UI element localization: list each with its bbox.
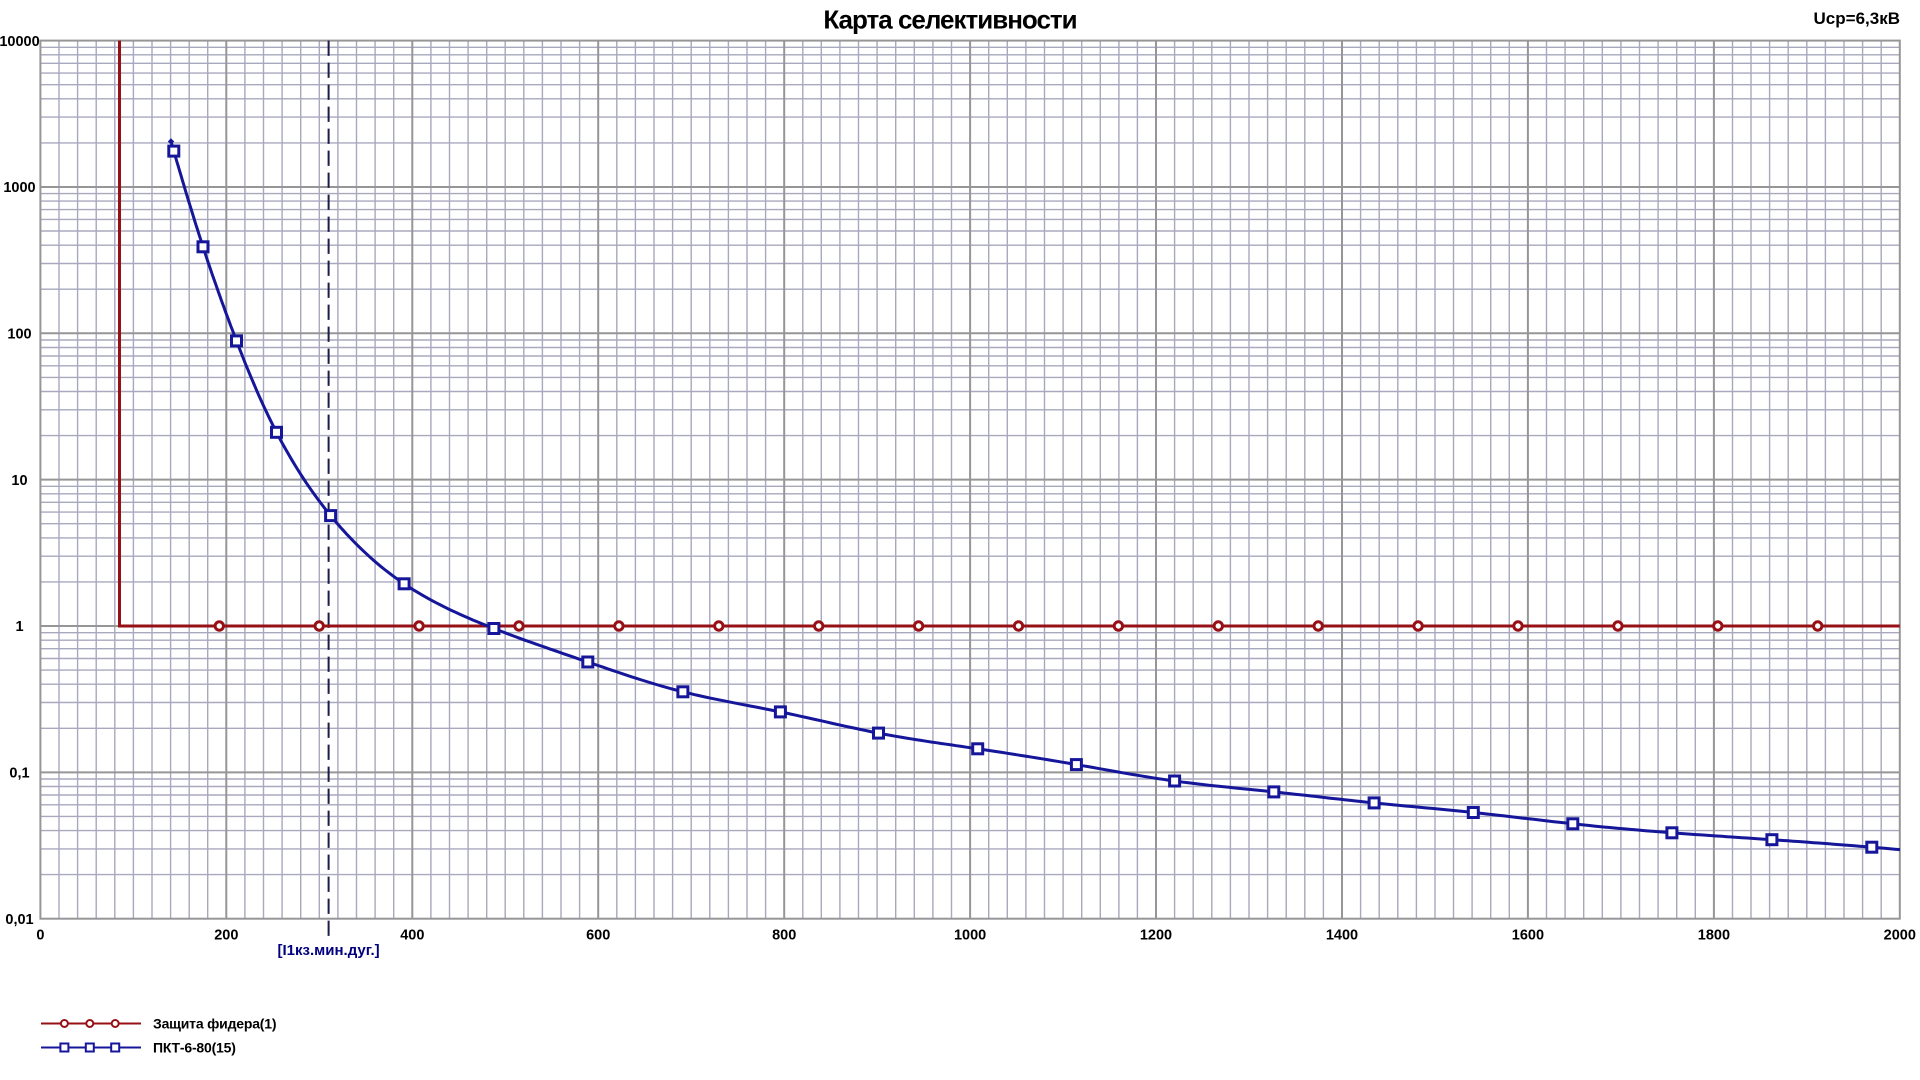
svg-text:ПКТ-6-80(15): ПКТ-6-80(15) xyxy=(153,1040,236,1056)
svg-text:1: 1 xyxy=(15,619,23,635)
svg-text:10: 10 xyxy=(11,473,27,489)
svg-text:200: 200 xyxy=(214,928,238,944)
svg-text:600: 600 xyxy=(586,928,610,944)
svg-text:1600: 1600 xyxy=(1512,928,1544,944)
svg-text:1000: 1000 xyxy=(3,180,35,196)
svg-text:2000: 2000 xyxy=(1884,928,1916,944)
svg-text:[I1кз.мин.дуг.]: [I1кз.мин.дуг.] xyxy=(278,942,380,959)
svg-text:0,01: 0,01 xyxy=(5,912,33,928)
svg-text:400: 400 xyxy=(400,928,424,944)
svg-text:Карта селективности: Карта селективности xyxy=(823,5,1076,35)
svg-text:Ucp=6,3кВ: Ucp=6,3кВ xyxy=(1814,9,1900,28)
svg-text:1000: 1000 xyxy=(954,928,986,944)
svg-text:Защита фидера(1): Защита фидера(1) xyxy=(153,1016,276,1032)
svg-text:100: 100 xyxy=(7,327,31,343)
svg-text:800: 800 xyxy=(772,928,796,944)
svg-text:1400: 1400 xyxy=(1326,928,1358,944)
svg-text:1800: 1800 xyxy=(1698,928,1730,944)
svg-text:0: 0 xyxy=(36,928,44,944)
svg-text:1200: 1200 xyxy=(1140,928,1172,944)
svg-text:0,1: 0,1 xyxy=(9,766,29,782)
svg-text:10000: 10000 xyxy=(0,34,40,50)
